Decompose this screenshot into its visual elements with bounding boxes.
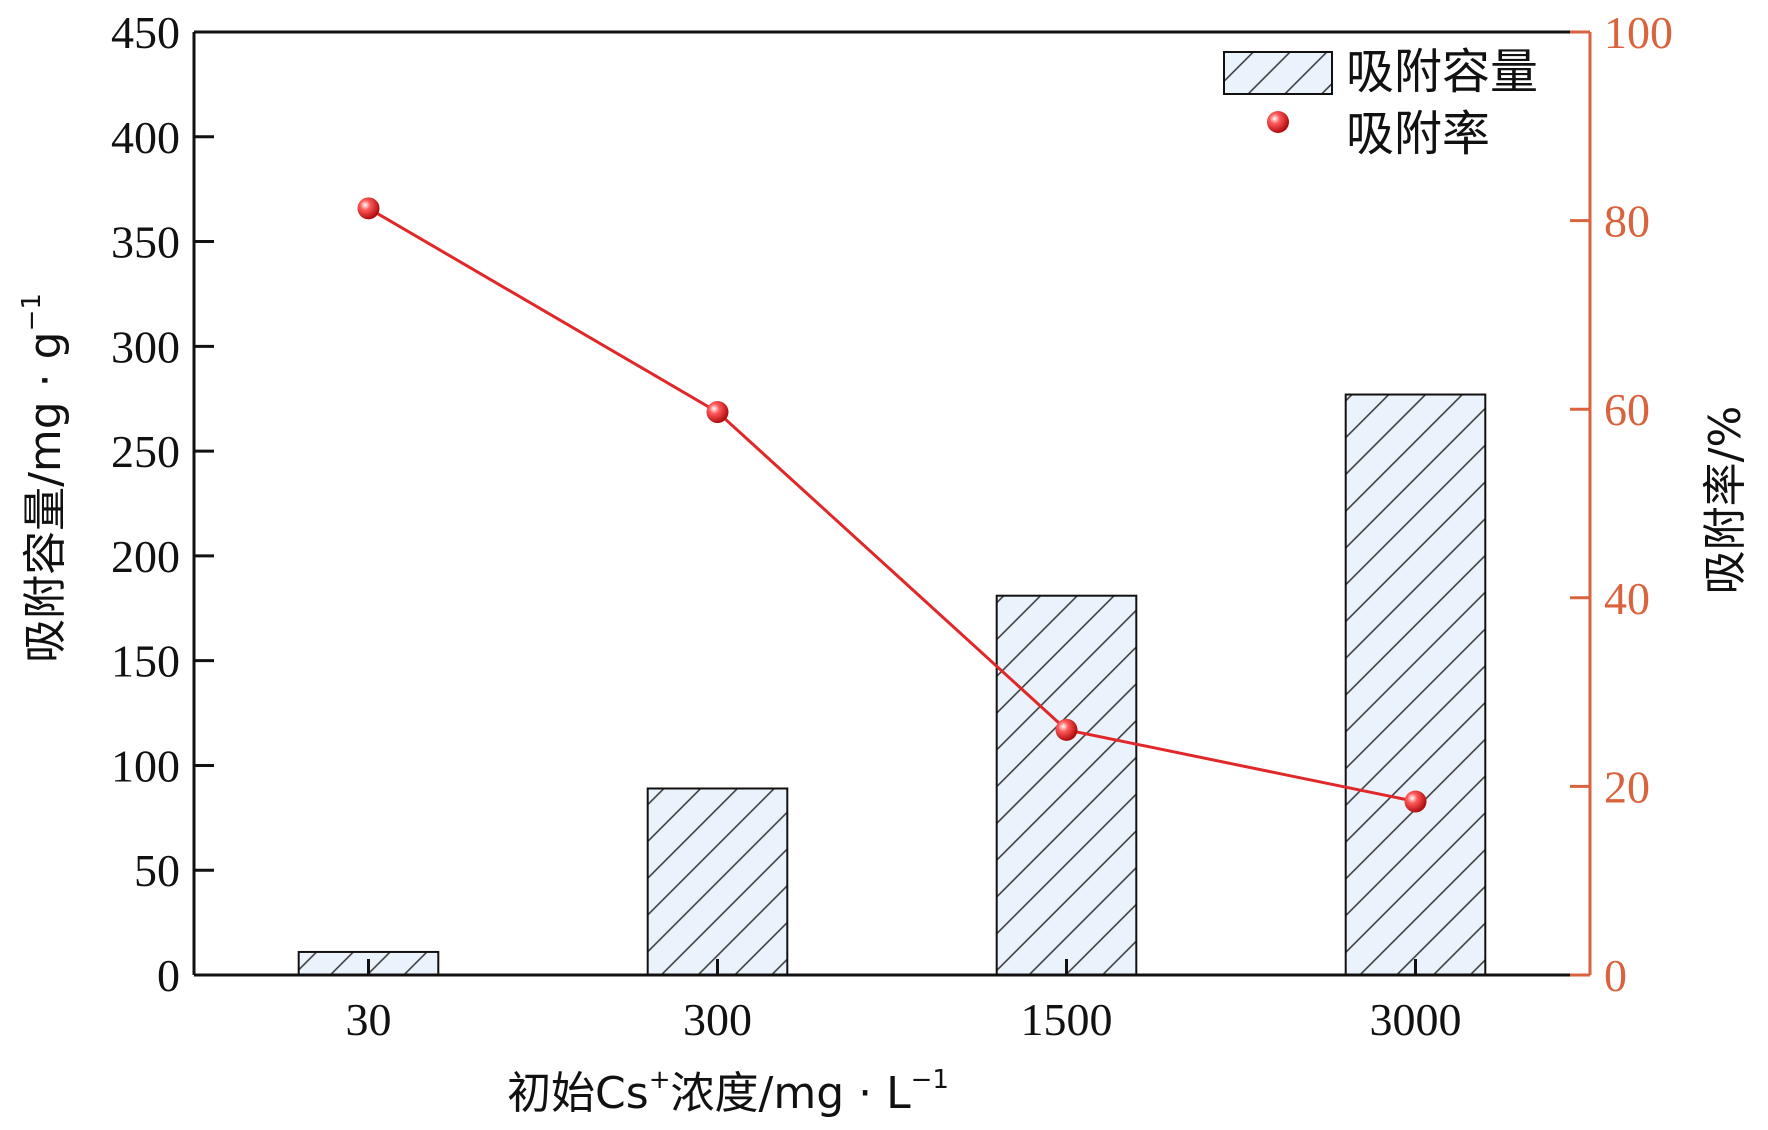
left-ticks: 0 50 100 150 200 250 300 350 400 450 (111, 7, 214, 1001)
x-axis-title-tail: 浓度/mg · L (671, 1068, 912, 1119)
bar-3000 (1344, 393, 1487, 976)
bar-300 (646, 787, 789, 976)
bars (297, 393, 1487, 977)
legend-line-label: 吸附率 (1346, 106, 1490, 162)
x-tick-label-30: 30 (346, 994, 392, 1045)
x-tick-label-1500: 1500 (1021, 994, 1113, 1045)
left-tick-label-200: 200 (111, 531, 180, 582)
x-axis-title-main: 初始Cs (507, 1068, 649, 1119)
right-tick-label-40: 40 (1604, 573, 1650, 624)
right-tick-label-0: 0 (1604, 950, 1627, 1001)
left-y-axis-title-sup: −1 (17, 293, 47, 331)
right-ticks: 0 20 40 60 80 100 (1570, 7, 1673, 1001)
left-tick-label-150: 150 (111, 636, 180, 687)
rate-point-30 (357, 197, 380, 220)
left-tick-label-250: 250 (111, 426, 180, 477)
right-tick-label-100: 100 (1604, 7, 1673, 58)
left-tick-label-50: 50 (134, 845, 180, 896)
left-y-axis-title-main: 吸附容量/mg · g (20, 331, 71, 663)
left-tick-label-350: 350 (111, 217, 180, 268)
x-tick-label-300: 300 (683, 994, 752, 1045)
right-tick-label-60: 60 (1604, 384, 1650, 435)
rate-point-1500 (1055, 718, 1078, 741)
right-tick-label-80: 80 (1604, 196, 1650, 247)
left-y-axis-title: 吸附容量/mg · g−1 (17, 293, 71, 663)
left-tick-label-450: 450 (111, 7, 180, 58)
right-y-axis-title: 吸附率/% (1700, 406, 1751, 595)
left-tick-label-100: 100 (111, 740, 180, 791)
left-tick-label-300: 300 (111, 321, 180, 372)
left-tick-label-400: 400 (111, 112, 180, 163)
x-axis-title-unit-sup: −1 (911, 1065, 949, 1095)
rate-point-3000 (1404, 790, 1427, 813)
x-axis-title-sup: + (649, 1065, 671, 1095)
bar-1500 (995, 594, 1138, 977)
legend-line-marker (1267, 111, 1289, 133)
x-axis-title: 初始Cs+浓度/mg · L−1 (507, 1065, 949, 1119)
left-tick-label-0: 0 (157, 950, 180, 1001)
rate-point-300 (706, 401, 729, 424)
legend-bar-swatch (1223, 51, 1333, 95)
legend: 吸附容量 吸附率 (1223, 44, 1538, 162)
x-tick-label-3000: 3000 (1370, 994, 1462, 1045)
right-tick-label-20: 20 (1604, 761, 1650, 812)
rate-line (367, 207, 1416, 803)
x-ticks: 30 300 1500 3000 (346, 959, 1462, 1045)
legend-bar-label: 吸附容量 (1346, 44, 1538, 100)
line-series (357, 197, 1427, 813)
